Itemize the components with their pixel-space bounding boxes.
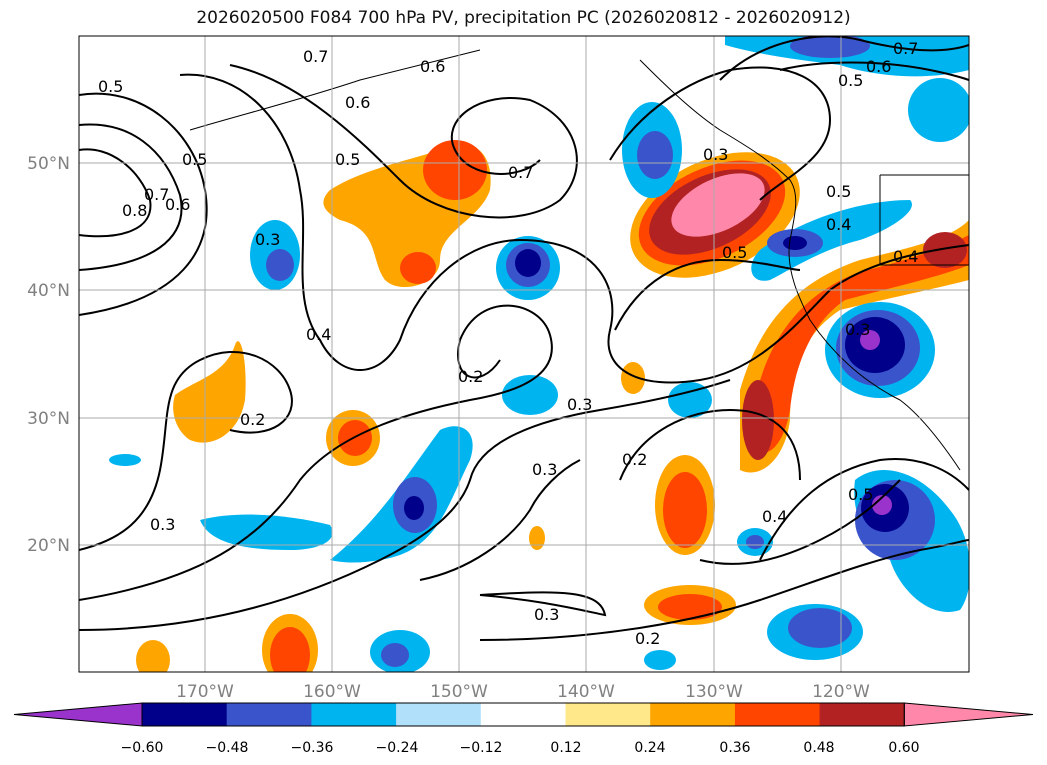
chart-title: 2026020500 F084 700 hPa PV, precipitatio… — [196, 8, 851, 28]
colorbar-tick-labels: −0.60 −0.48 −0.36 −0.24 −0.12 0.12 0.24 … — [121, 740, 920, 756]
colorbar-swatch — [734, 703, 821, 726]
contour-label: 0.4 — [762, 507, 787, 526]
map-frame — [78, 35, 970, 673]
coastlines — [189, 49, 969, 471]
contour-label: 0.2 — [635, 629, 660, 648]
contour-label: 0.4 — [306, 325, 331, 344]
contour-label: 0.2 — [622, 450, 647, 469]
lon-label-160w: 160°W — [303, 682, 361, 702]
contour-label: 0.5 — [838, 71, 863, 90]
contour-label: 0.8 — [122, 201, 147, 220]
colorbar-swatch — [819, 703, 905, 726]
colorbar-tick-label: 0.36 — [719, 740, 750, 756]
colorbar-swatch — [396, 703, 482, 726]
lon-label-170w: 170°W — [176, 682, 234, 702]
contour-label: 0.5 — [98, 77, 123, 96]
contour-label: 0.3 — [534, 605, 559, 624]
contour-label: 0.3 — [567, 395, 592, 414]
contour-label: 0.3 — [703, 145, 728, 164]
colorbar-swatch — [226, 703, 312, 726]
colorbar-tick-label: 0.12 — [550, 740, 581, 756]
contour-label: 0.4 — [893, 247, 918, 266]
contour-label: 0.7 — [144, 185, 169, 204]
colorbar — [13, 702, 1034, 727]
contour-label: 0.6 — [345, 93, 370, 112]
lon-label-120w: 120°W — [812, 682, 870, 702]
contour-label: 0.6 — [420, 57, 445, 76]
contour-label: 0.7 — [893, 39, 918, 58]
contour-labels: 0.7 0.6 0.5 0.8 0.7 0.6 0.5 0.6 0.5 0.3 … — [98, 39, 918, 648]
lat-label-20n: 20°N — [27, 536, 70, 556]
contour-label: 0.4 — [826, 215, 851, 234]
contour-label: 0.5 — [848, 485, 873, 504]
contour-label: 0.7 — [303, 47, 328, 66]
map-background — [79, 36, 969, 672]
colorbar-tick-label: −0.60 — [121, 740, 164, 756]
colorbar-swatch — [142, 703, 228, 726]
precip-shading — [109, 36, 969, 672]
colorbar-border — [141, 702, 905, 727]
lon-label-140w: 140°W — [557, 682, 615, 702]
contour-label: 0.5 — [826, 182, 851, 201]
colorbar-tick-label: 0.48 — [803, 740, 834, 756]
colorbar-extend-low — [13, 702, 143, 727]
colorbar-tick-label: −0.48 — [206, 740, 249, 756]
latitude-labels: 50°N 40°N 30°N 20°N — [27, 154, 70, 556]
contour-label: 0.3 — [255, 230, 280, 249]
contour-label: 0.5 — [335, 150, 360, 169]
lon-label-130w: 130°W — [685, 682, 743, 702]
colorbar-tick-label: −0.12 — [460, 740, 503, 756]
contour-label: 0.7 — [508, 163, 533, 182]
contour-label: 0.5 — [722, 243, 747, 262]
contour-label: 0.2 — [458, 367, 483, 386]
colorbar-tick-label: −0.24 — [376, 740, 419, 756]
contour-label: 0.6 — [165, 195, 190, 214]
lat-label-30n: 30°N — [27, 409, 70, 429]
colorbar-swatch — [565, 703, 651, 726]
colorbar-extend-high — [903, 702, 1034, 727]
longitude-labels: 170°W 160°W 150°W 140°W 130°W 120°W — [176, 682, 870, 702]
colorbar-swatch — [480, 703, 566, 726]
colorbar-tick-label: −0.36 — [291, 740, 334, 756]
lon-label-150w: 150°W — [430, 682, 488, 702]
contour-label: 0.5 — [182, 150, 207, 169]
contour-label: 0.6 — [866, 57, 891, 76]
lat-label-50n: 50°N — [27, 154, 70, 174]
colorbar-tick-label: 0.24 — [634, 740, 665, 756]
pv-contours — [79, 36, 969, 641]
colorbar-tick-label: 0.60 — [888, 740, 919, 756]
contour-label: 0.3 — [532, 460, 557, 479]
graticule — [79, 36, 969, 672]
lat-label-40n: 40°N — [27, 281, 70, 301]
contour-label: 0.2 — [240, 410, 265, 429]
colorbar-swatch — [311, 703, 397, 726]
colorbar-swatch — [650, 703, 736, 726]
contour-label: 0.3 — [150, 515, 175, 534]
contour-label: 0.3 — [845, 320, 870, 339]
